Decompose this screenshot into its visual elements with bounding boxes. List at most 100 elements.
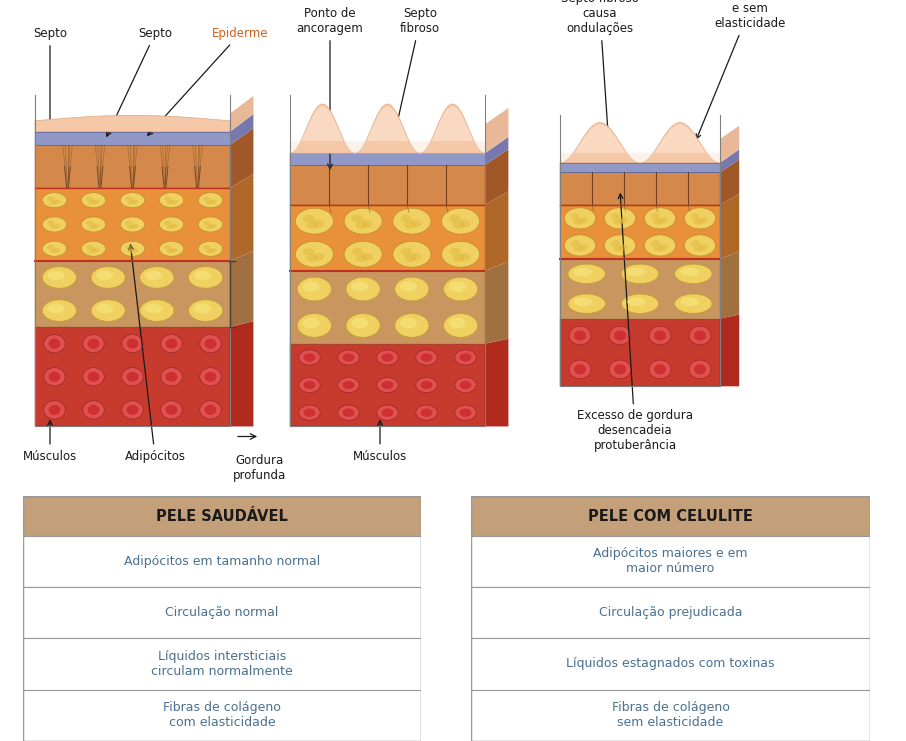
Ellipse shape [43, 217, 66, 232]
Ellipse shape [416, 405, 438, 420]
Text: Adipócitos: Adipócitos [124, 245, 186, 462]
Ellipse shape [47, 304, 64, 313]
Ellipse shape [400, 318, 417, 328]
Ellipse shape [410, 220, 421, 227]
Ellipse shape [145, 304, 162, 313]
Ellipse shape [167, 200, 174, 205]
Ellipse shape [89, 249, 96, 253]
Ellipse shape [573, 219, 583, 225]
Ellipse shape [206, 200, 213, 205]
Ellipse shape [313, 220, 323, 227]
Ellipse shape [694, 330, 706, 341]
Ellipse shape [609, 360, 631, 379]
Ellipse shape [690, 240, 700, 247]
Ellipse shape [355, 221, 367, 229]
Bar [471, 496, 870, 536]
Ellipse shape [128, 249, 135, 253]
Ellipse shape [145, 270, 162, 280]
Ellipse shape [420, 353, 432, 362]
Polygon shape [485, 108, 508, 153]
Ellipse shape [377, 350, 399, 365]
Ellipse shape [209, 224, 217, 228]
Ellipse shape [92, 224, 100, 228]
Ellipse shape [82, 401, 104, 419]
Ellipse shape [140, 300, 174, 322]
Ellipse shape [96, 270, 113, 280]
Ellipse shape [167, 225, 174, 229]
Text: Gordura
profunda: Gordura profunda [234, 453, 286, 482]
Ellipse shape [198, 242, 223, 256]
Ellipse shape [131, 224, 139, 228]
Ellipse shape [627, 297, 646, 306]
Ellipse shape [125, 196, 132, 201]
Ellipse shape [346, 313, 381, 337]
Ellipse shape [420, 381, 432, 389]
Ellipse shape [160, 335, 182, 353]
Ellipse shape [694, 219, 703, 225]
Ellipse shape [128, 200, 135, 205]
Ellipse shape [125, 221, 132, 225]
Ellipse shape [689, 360, 711, 379]
Ellipse shape [198, 193, 223, 207]
Ellipse shape [571, 240, 580, 247]
Ellipse shape [611, 240, 620, 247]
Ellipse shape [573, 330, 586, 341]
Ellipse shape [121, 368, 143, 386]
Bar [471, 536, 870, 587]
Ellipse shape [644, 235, 676, 256]
Polygon shape [485, 137, 508, 165]
Ellipse shape [50, 200, 57, 205]
Ellipse shape [564, 207, 595, 229]
Ellipse shape [352, 215, 363, 222]
Ellipse shape [209, 199, 217, 204]
Ellipse shape [680, 297, 699, 306]
Text: Músculos: Músculos [352, 421, 407, 462]
Text: Excesso de gordura
desencadeia
protuberância: Excesso de gordura desencadeia protuberâ… [577, 194, 693, 453]
Text: Septo: Septo [107, 27, 172, 136]
Ellipse shape [654, 219, 663, 225]
Text: Músculos: Músculos [23, 421, 77, 462]
Ellipse shape [680, 268, 699, 276]
Ellipse shape [53, 199, 61, 204]
Ellipse shape [82, 242, 106, 256]
Ellipse shape [50, 249, 57, 253]
Ellipse shape [128, 225, 135, 229]
Ellipse shape [166, 372, 178, 382]
Bar [23, 587, 421, 638]
Polygon shape [290, 104, 485, 153]
Ellipse shape [416, 377, 438, 393]
Ellipse shape [338, 350, 359, 365]
Polygon shape [485, 262, 508, 344]
Ellipse shape [47, 221, 54, 225]
Polygon shape [230, 114, 254, 145]
Bar [23, 638, 421, 690]
Ellipse shape [614, 330, 626, 341]
Ellipse shape [459, 353, 471, 362]
Ellipse shape [444, 277, 477, 301]
Ellipse shape [609, 326, 631, 345]
Ellipse shape [571, 213, 580, 219]
Ellipse shape [86, 221, 93, 225]
Ellipse shape [684, 207, 716, 229]
Ellipse shape [444, 313, 477, 337]
Ellipse shape [651, 240, 660, 247]
Ellipse shape [200, 335, 221, 353]
Ellipse shape [355, 254, 367, 262]
Ellipse shape [307, 221, 318, 229]
Ellipse shape [121, 335, 143, 353]
Polygon shape [720, 150, 739, 173]
Ellipse shape [622, 265, 659, 284]
Ellipse shape [299, 405, 320, 420]
Ellipse shape [694, 365, 706, 374]
Bar [35, 132, 230, 145]
Bar [35, 261, 230, 327]
Polygon shape [560, 122, 720, 163]
Ellipse shape [125, 245, 132, 250]
Ellipse shape [395, 277, 429, 301]
Ellipse shape [449, 215, 460, 222]
Polygon shape [290, 107, 485, 153]
Ellipse shape [82, 217, 106, 232]
Ellipse shape [205, 339, 217, 349]
Bar [290, 344, 485, 427]
Polygon shape [230, 173, 254, 261]
